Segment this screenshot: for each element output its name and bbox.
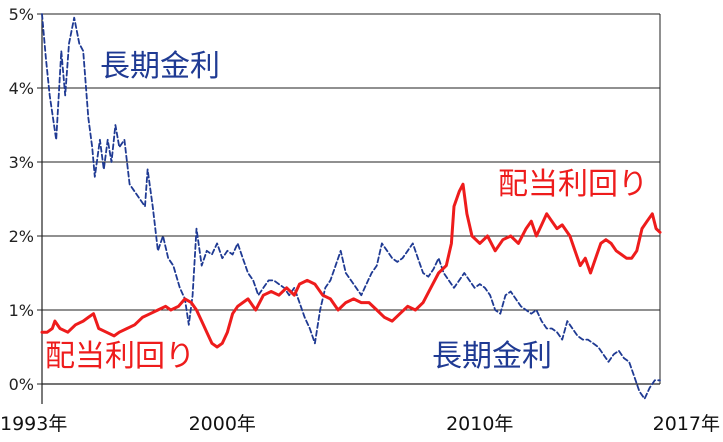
x-tick-label: 2000年 (189, 413, 256, 435)
series-label-long-term-rate-bottom: 長期金利 (432, 339, 552, 374)
y-tick-labels: 0% 1% 2% 3% 4% 5% (9, 5, 42, 394)
series-lines (40, 13, 662, 400)
series-label-long-term-rate-top: 長期金利 (100, 49, 220, 84)
series-line-dividend-yield (40, 182, 662, 349)
y-tick-label: 1% (9, 301, 34, 320)
series-label-dividend-yield-left: 配当利回り (45, 339, 195, 374)
y-tick-label: 5% (9, 5, 34, 24)
series-line-long-term-rate (41, 13, 661, 400)
x-tick-label: 2010年 (446, 413, 513, 435)
y-tick-label: 4% (9, 79, 34, 98)
x-tick-label: 1993年 (0, 413, 67, 435)
y-tick-label: 2% (9, 227, 34, 246)
x-tick-labels: 1993年 2000年 2010年 2017年 (0, 413, 720, 435)
x-tick-label: 2017年 (653, 413, 720, 435)
y-tick-label: 0% (9, 375, 34, 394)
series-label-dividend-yield-right: 配当利回り (498, 167, 648, 202)
axes (41, 14, 661, 404)
y-tick-label: 3% (9, 153, 34, 172)
grid-lines (42, 13, 660, 311)
